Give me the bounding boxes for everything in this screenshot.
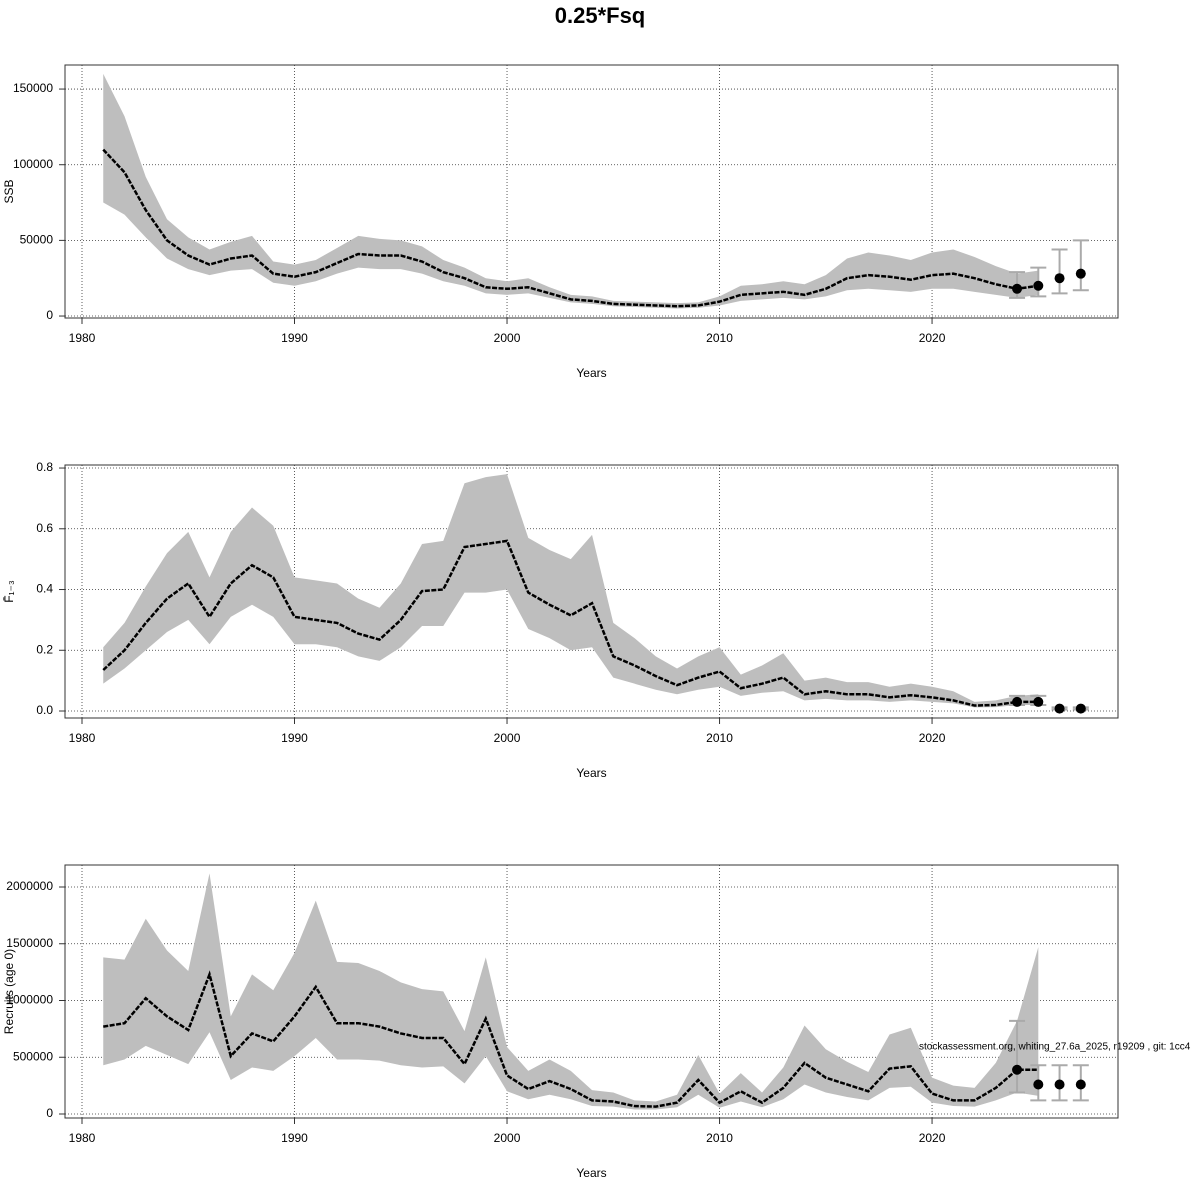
y-tick-label: 0	[46, 308, 53, 322]
confidence-band	[103, 873, 1039, 1110]
forecast-errorbar	[1072, 239, 1089, 292]
x-tick-label: 1980	[69, 331, 96, 345]
plot-frame	[64, 64, 1119, 319]
x-tick-label: 2010	[706, 1131, 733, 1145]
x-tick-label: 1980	[69, 731, 96, 745]
estimate-line	[103, 970, 1039, 1108]
y-tick-label: 100000	[13, 157, 53, 171]
forecast-point	[1075, 268, 1086, 279]
y-tick-label: 0	[46, 1106, 53, 1120]
y-tick-label: 50000	[20, 233, 54, 247]
x-tick-label: 1990	[281, 331, 308, 345]
forecast-point	[1012, 696, 1023, 707]
y-tick-label: 0.6	[36, 521, 53, 535]
x-tick-label: 2000	[494, 731, 521, 745]
forecast-point	[1033, 1079, 1044, 1090]
forecast-point	[1033, 280, 1044, 291]
confidence-band	[103, 474, 1039, 708]
y-tick-label: 0.2	[36, 642, 53, 656]
estimate-line	[102, 539, 1039, 707]
forecast-point	[1012, 1064, 1023, 1075]
plot-frame	[64, 464, 1119, 719]
forecast-point	[1033, 696, 1044, 707]
forecast-point	[1054, 273, 1065, 284]
x-tick-label: 2000	[494, 1131, 521, 1145]
forecast-errorbar	[1051, 248, 1068, 295]
figure-title: 0.25*Fsq	[555, 3, 646, 28]
x-tick-label: 1980	[69, 1131, 96, 1145]
y-tick-label: 0.0	[36, 703, 53, 717]
x-tick-label: 2020	[919, 331, 946, 345]
y-tick-label: 500000	[13, 1049, 53, 1063]
forecast-point	[1054, 1079, 1065, 1090]
forecast-point	[1012, 283, 1023, 294]
x-axis-label: Years	[576, 366, 606, 380]
x-tick-label: 2010	[706, 331, 733, 345]
y-tick-label: 1000000	[6, 993, 53, 1007]
x-tick-label: 2000	[494, 331, 521, 345]
y-tick-label: 150000	[13, 81, 53, 95]
forecast-point	[1054, 703, 1065, 714]
y-axis-label: SSB	[2, 179, 16, 203]
estimate-line	[102, 148, 1039, 308]
x-tick-label: 2010	[706, 731, 733, 745]
plot-frame	[64, 864, 1119, 1119]
annotation: stockassessment.org, whiting_27.6a_2025,…	[919, 1042, 1191, 1053]
forecast-point	[1075, 703, 1086, 714]
x-tick-label: 1990	[281, 731, 308, 745]
y-tick-label: 1500000	[6, 936, 53, 950]
y-axis-label: Recruits (age 0)	[2, 949, 16, 1034]
y-tick-label: 0.4	[36, 582, 53, 596]
y-tick-label: 0.8	[36, 460, 53, 474]
x-axis-label: Years	[576, 766, 606, 780]
forecast-errorbar	[1009, 1019, 1026, 1094]
confidence-band	[103, 73, 1039, 309]
forecast-point	[1075, 1079, 1086, 1090]
x-tick-label: 1990	[281, 1131, 308, 1145]
y-tick-label: 2000000	[6, 879, 53, 893]
x-tick-label: 2020	[919, 731, 946, 745]
y-axis-label: F̄₁₋₃	[2, 580, 16, 603]
x-tick-label: 2020	[919, 1131, 946, 1145]
x-axis-label: Years	[576, 1166, 606, 1180]
